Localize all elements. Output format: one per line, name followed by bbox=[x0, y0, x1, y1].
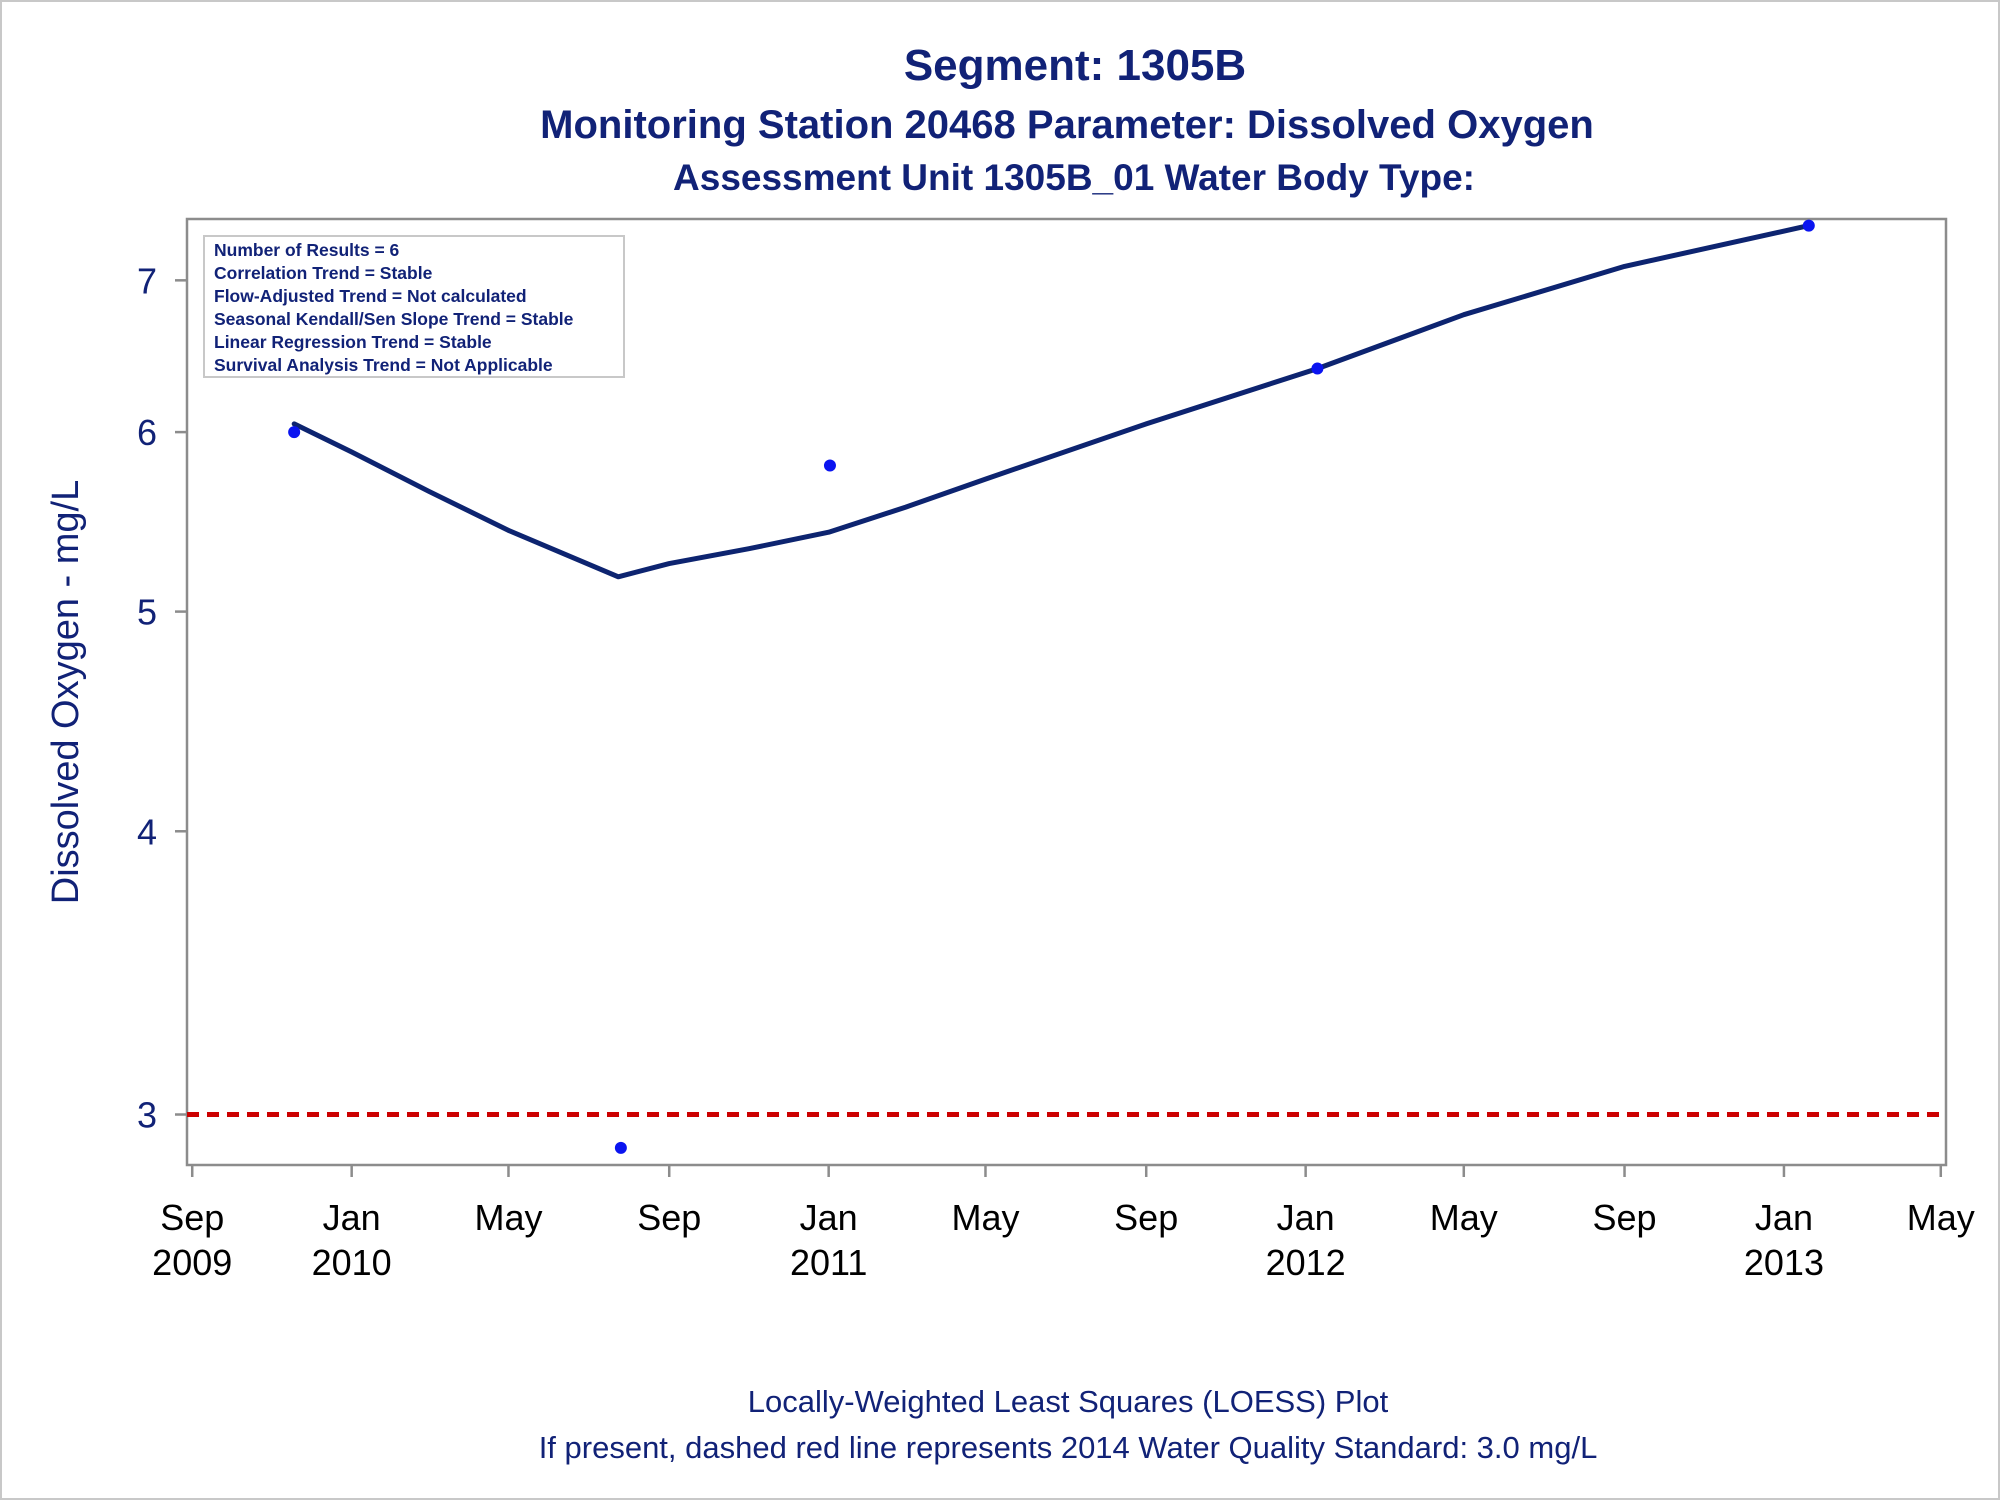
y-tick-label: 3 bbox=[137, 1095, 157, 1136]
footnote-loess: Locally-Weighted Least Squares (LOESS) P… bbox=[748, 1384, 1389, 1419]
y-axis: 3 4 5 6 7 bbox=[137, 260, 187, 1136]
stats-flow-adjusted-trend: Flow-Adjusted Trend = Not calculated bbox=[214, 286, 527, 306]
y-tick-label: 6 bbox=[137, 412, 157, 453]
stats-survival-analysis-trend: Survival Analysis Trend = Not Applicable bbox=[214, 355, 553, 375]
chart-subtitle: Monitoring Station 20468 Parameter: Diss… bbox=[540, 103, 1594, 147]
x-tick-year-label: 2013 bbox=[1744, 1242, 1824, 1283]
data-point bbox=[823, 459, 836, 472]
x-tick-year-label: 2010 bbox=[312, 1242, 392, 1283]
footnote-standard: If present, dashed red line represents 2… bbox=[539, 1430, 1598, 1465]
data-point bbox=[1802, 219, 1815, 232]
x-tick-year-label: 2009 bbox=[152, 1242, 232, 1283]
x-tick-label: Jan bbox=[323, 1197, 381, 1238]
stats-box-border bbox=[203, 235, 625, 378]
y-tick-label: 5 bbox=[137, 592, 157, 633]
stats-number-of-results: Number of Results = 6 bbox=[214, 240, 400, 260]
y-tick-label: 7 bbox=[137, 260, 157, 301]
data-point bbox=[1311, 362, 1324, 375]
data-point bbox=[288, 426, 301, 439]
x-tick-label: May bbox=[1907, 1197, 1975, 1238]
stats-box: Number of Results = 6 Correlation Trend … bbox=[203, 235, 625, 378]
plot-area bbox=[185, 217, 1948, 1167]
data-points bbox=[288, 219, 1815, 1154]
y-axis-label: Dissolved Oxygen - mg/L bbox=[45, 480, 87, 905]
y-tick-label: 4 bbox=[137, 811, 157, 852]
x-tick-label: May bbox=[1430, 1197, 1498, 1238]
stats-correlation-trend: Correlation Trend = Stable bbox=[214, 263, 433, 283]
chart-subtitle-2: Assessment Unit 1305B_01 Water Body Type… bbox=[673, 157, 1475, 198]
stats-seasonal-kendall-trend: Seasonal Kendall/Sen Slope Trend = Stabl… bbox=[214, 309, 574, 329]
x-tick-label: Sep bbox=[1114, 1197, 1178, 1238]
x-tick-year-label: 2012 bbox=[1266, 1242, 1346, 1283]
x-tick-label: Jan bbox=[1755, 1197, 1813, 1238]
x-tick-label: Jan bbox=[1277, 1197, 1335, 1238]
x-tick-year-label: 2011 bbox=[790, 1242, 867, 1283]
chart-title: Segment: 1305B bbox=[904, 41, 1246, 90]
x-tick-label: May bbox=[474, 1197, 542, 1238]
x-tick-label: Sep bbox=[637, 1197, 701, 1238]
data-point bbox=[614, 1141, 627, 1154]
x-tick-label: May bbox=[951, 1197, 1019, 1238]
x-tick-label: Jan bbox=[800, 1197, 858, 1238]
stats-linear-regression-trend: Linear Regression Trend = Stable bbox=[214, 332, 492, 352]
x-tick-label: Sep bbox=[160, 1197, 224, 1238]
x-tick-label: Sep bbox=[1592, 1197, 1656, 1238]
loess-curve bbox=[291, 223, 1812, 580]
